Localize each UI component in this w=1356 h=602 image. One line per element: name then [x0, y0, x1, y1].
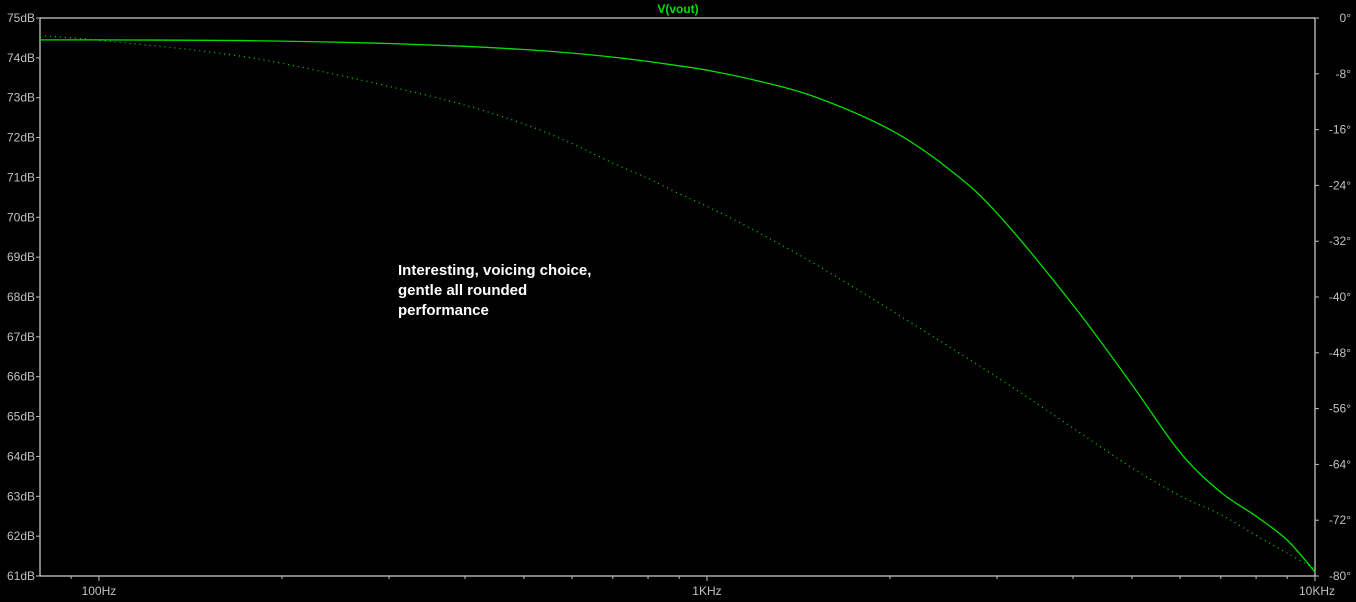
y-left-tick-label: 72dB	[7, 131, 35, 145]
annotation-line-3: performance	[398, 302, 489, 319]
y-left-tick-label: 68dB	[7, 290, 35, 304]
axis-labels: 75dB 74dB 73dB 72dB 71dB 70dB 69dB 68dB 67dB 66dB…	[7, 11, 1351, 598]
y-left-tick-label: 74dB	[7, 51, 35, 65]
annotation-note: Interesting, voicing choice, gentle all …	[398, 261, 591, 321]
y-right-tick-label: -40°	[1329, 290, 1351, 304]
y-left-tick-label: 64dB	[7, 449, 35, 463]
y-left-tick-label: 71dB	[7, 170, 35, 184]
plot-frame	[36, 17, 1319, 581]
y-right-tick-label: -8°	[1336, 67, 1352, 81]
y-left-tick-label: 69dB	[7, 250, 35, 264]
y-right-tick-label: -48°	[1329, 346, 1351, 360]
y-left-tick-label: 61dB	[7, 569, 35, 583]
y-right-tick-label: -56°	[1329, 402, 1351, 416]
traces	[39, 34, 1316, 573]
y-left-tick-label: 75dB	[7, 11, 35, 25]
y-left-tick-label: 67dB	[7, 330, 35, 344]
y-right-tick-label: -16°	[1329, 123, 1351, 137]
y-left-tick-label: 63dB	[7, 489, 35, 503]
annotation-line-1: Interesting, voicing choice,	[398, 262, 592, 279]
y-left-tick-label: 65dB	[7, 410, 35, 424]
x-tick-label: 10KHz	[1299, 584, 1335, 598]
y-left-tick-label: 70dB	[7, 210, 35, 224]
y-left-tick-label: 73dB	[7, 91, 35, 105]
trace-title[interactable]: V(vout)	[657, 2, 698, 16]
x-tick-label: 1KHz	[692, 584, 721, 598]
y-right-tick-label: -32°	[1329, 234, 1351, 248]
y-left-tick-label: 66dB	[7, 370, 35, 384]
y-right-tick-label: -80°	[1329, 569, 1351, 583]
y-right-tick-label: 0°	[1340, 11, 1352, 25]
x-tick-label: 100Hz	[82, 584, 117, 598]
annotation-line-2: gentle all rounded	[398, 282, 528, 299]
y-left-tick-label: 62dB	[7, 529, 35, 543]
y-right-tick-label: -24°	[1329, 178, 1351, 192]
y-right-tick-label: -64°	[1329, 457, 1351, 471]
y-right-tick-label: -72°	[1329, 513, 1351, 527]
magnitude-trace	[39, 39, 1316, 573]
